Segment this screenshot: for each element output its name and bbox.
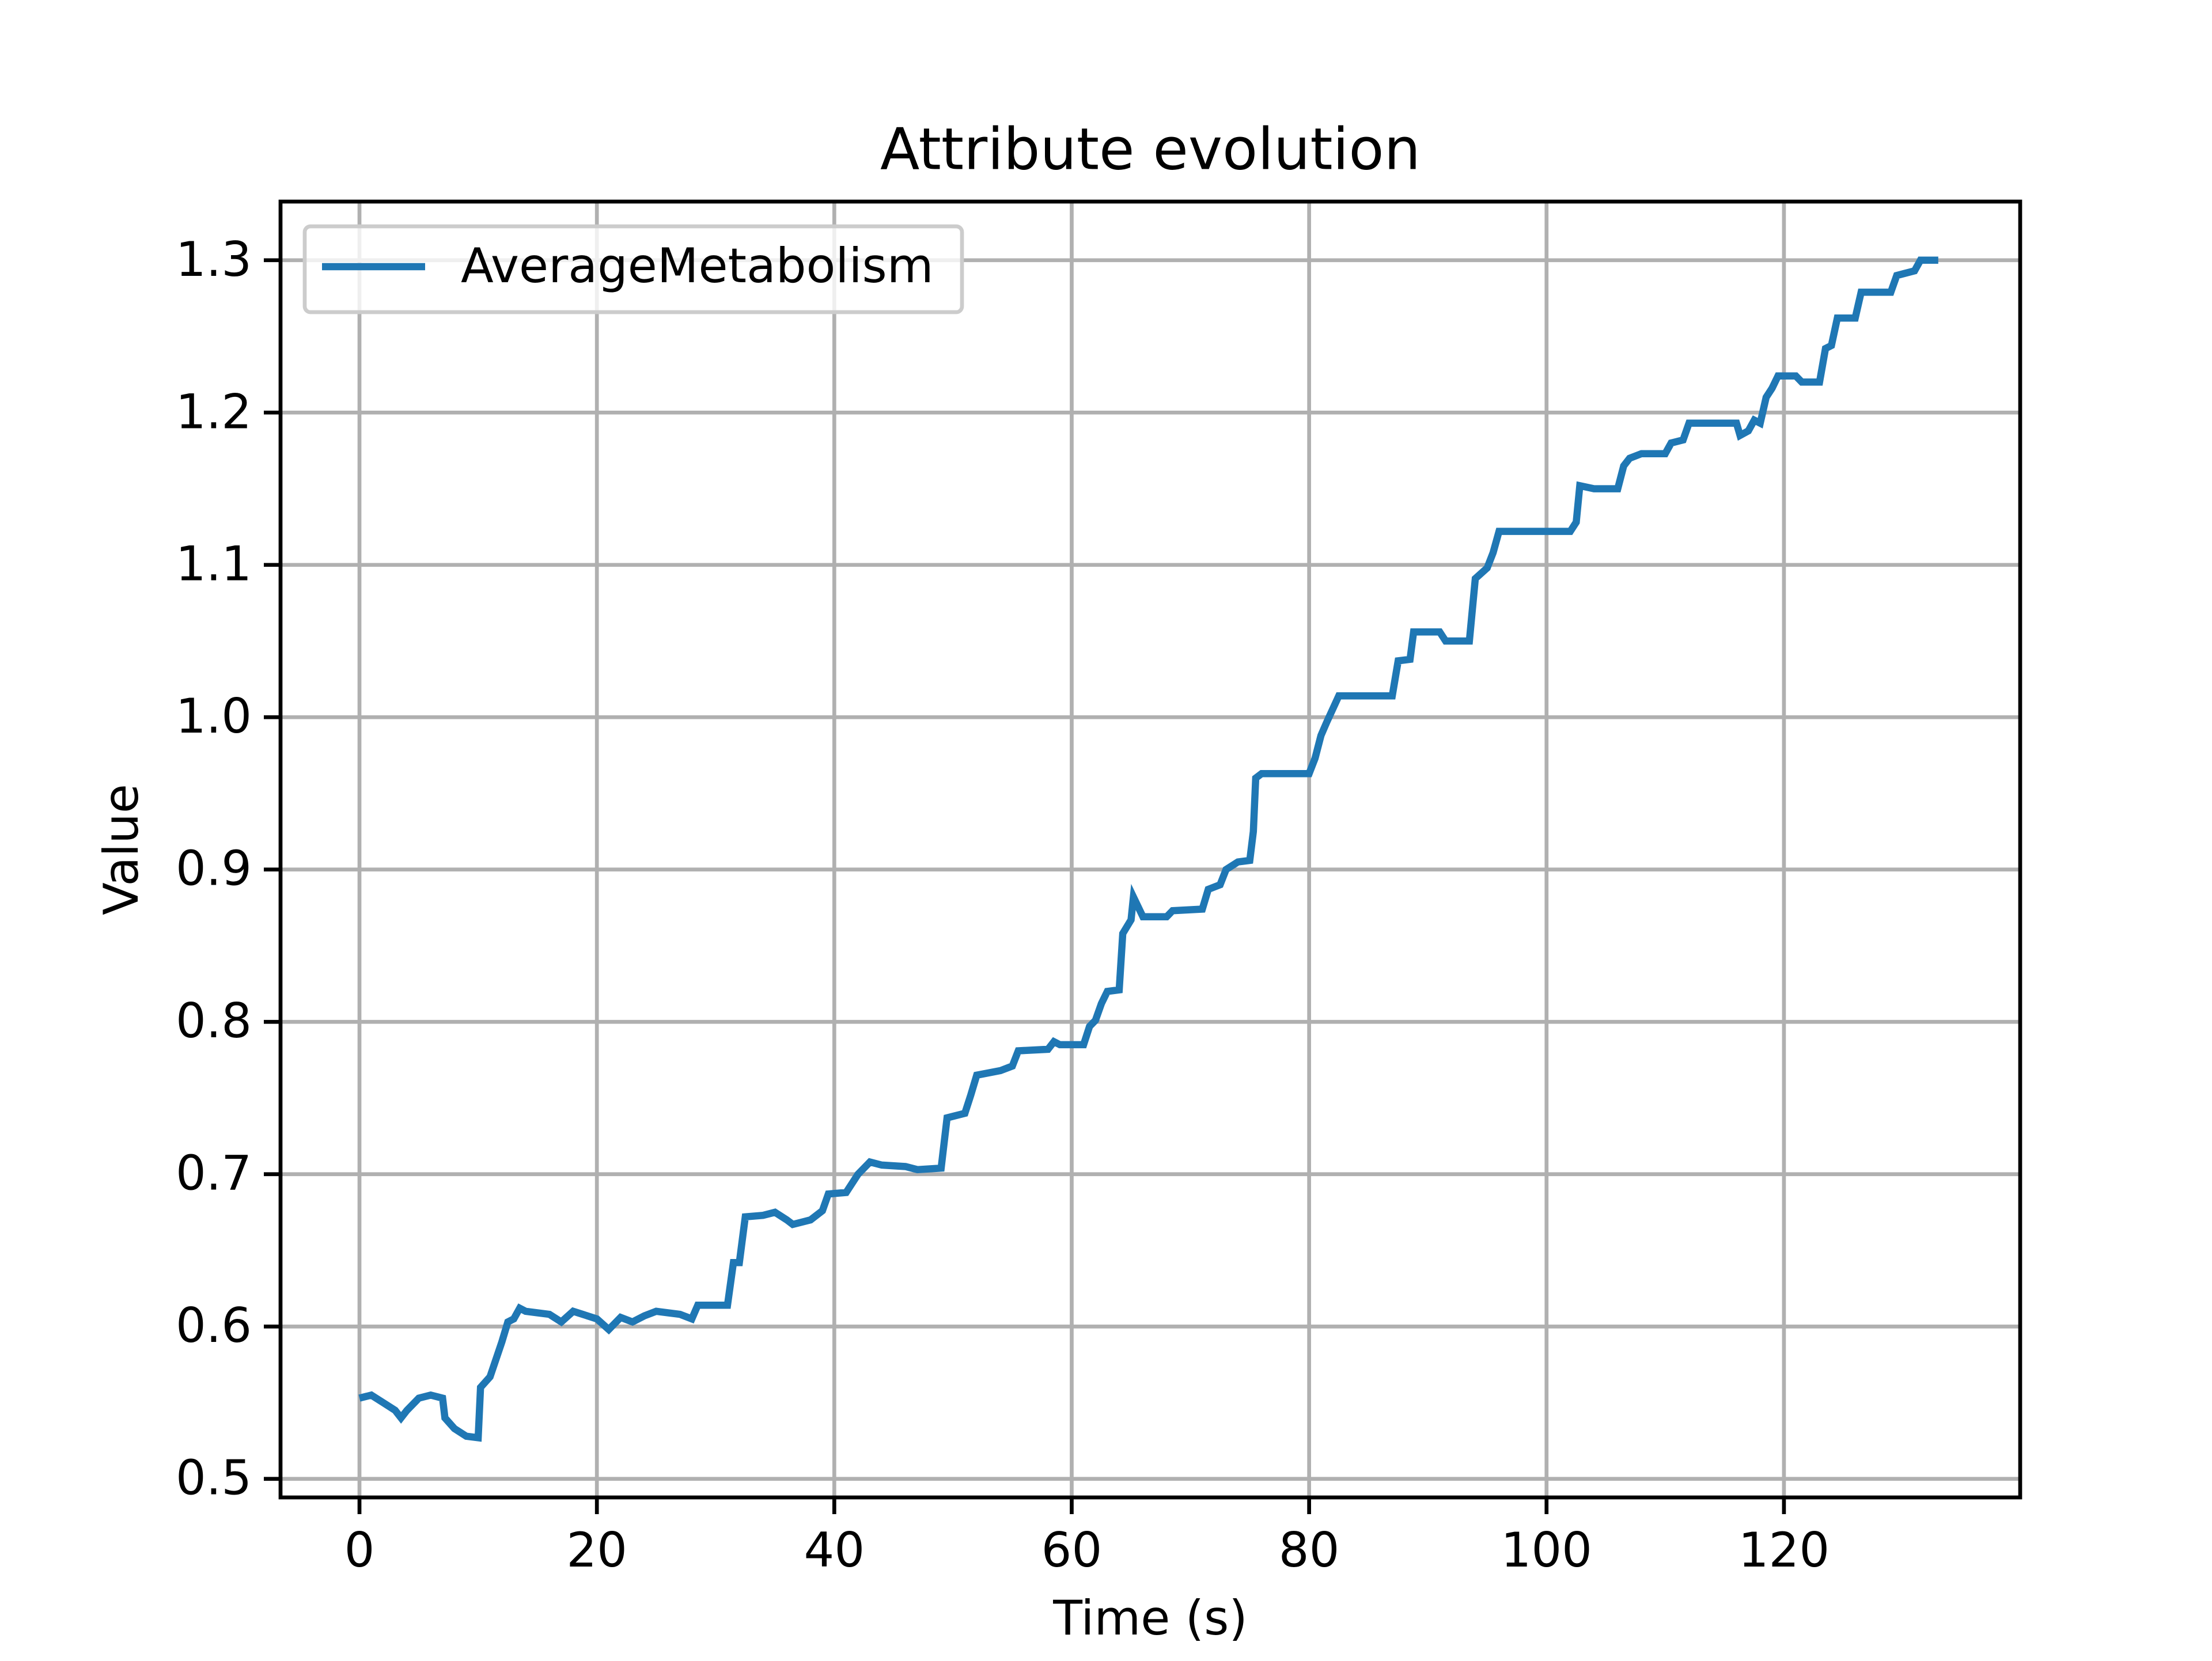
y-tick-label: 0.7 [176,1146,252,1201]
legend: AverageMetabolism [302,224,964,314]
plot-frame [278,199,2022,1500]
data-line [358,256,1938,1442]
y-tick-label: 1.2 [176,384,252,439]
y-axis-label: Value [93,784,149,915]
x-tick-label: 20 [566,1522,627,1578]
x-tick-label: 120 [1738,1522,1830,1578]
x-axis-label: Time (s) [1052,1590,1248,1646]
x-tick-label: 80 [1279,1522,1340,1578]
chart-title: Attribute evolution [880,115,1421,183]
y-tick-label: 0.8 [176,993,252,1049]
y-tick-label: 1.0 [176,688,252,744]
y-tick-label: 1.1 [176,536,252,592]
y-tick-label: 0.9 [176,841,252,897]
legend-label: AverageMetabolism [461,238,934,294]
x-tick-label: 60 [1041,1522,1103,1578]
y-tick-label: 1.3 [176,232,252,287]
x-tick-label: 0 [344,1522,375,1578]
y-tick-label: 0.6 [176,1298,252,1353]
x-tick-label: 100 [1501,1522,1592,1578]
x-tick-label: 40 [804,1522,865,1578]
y-tick-label: 0.5 [176,1450,252,1506]
legend-box [302,224,964,314]
